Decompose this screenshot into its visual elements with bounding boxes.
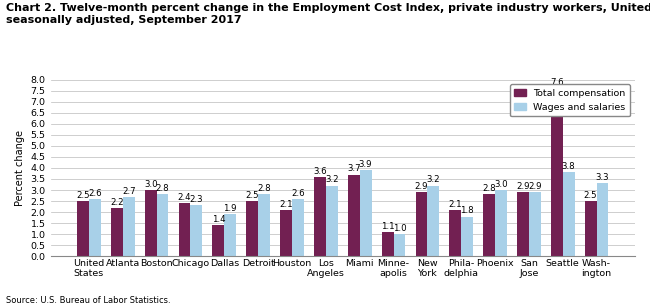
Bar bbox=[145, 190, 157, 256]
Text: 2.5: 2.5 bbox=[76, 191, 90, 200]
Bar bbox=[483, 194, 495, 256]
Text: 2.9: 2.9 bbox=[415, 182, 428, 191]
Text: 2.3: 2.3 bbox=[190, 196, 203, 204]
Bar bbox=[382, 232, 393, 256]
Text: 2.1: 2.1 bbox=[280, 200, 293, 209]
Text: 3.0: 3.0 bbox=[494, 180, 508, 189]
Legend: Total compensation, Wages and salaries: Total compensation, Wages and salaries bbox=[510, 84, 630, 117]
Text: 3.3: 3.3 bbox=[595, 173, 609, 182]
Bar bbox=[449, 210, 462, 256]
Bar bbox=[111, 208, 123, 256]
Bar bbox=[393, 234, 406, 256]
Bar bbox=[462, 217, 473, 256]
Bar bbox=[292, 199, 304, 256]
Text: 2.1: 2.1 bbox=[448, 200, 462, 209]
Text: 1.0: 1.0 bbox=[393, 224, 406, 233]
Bar bbox=[157, 194, 168, 256]
Text: 1.4: 1.4 bbox=[212, 215, 225, 224]
Text: 3.7: 3.7 bbox=[347, 164, 361, 174]
Text: 1.9: 1.9 bbox=[224, 204, 237, 213]
Text: 2.7: 2.7 bbox=[122, 187, 136, 196]
Bar bbox=[190, 206, 202, 256]
Text: 2.6: 2.6 bbox=[291, 189, 305, 198]
Bar bbox=[246, 201, 258, 256]
Bar bbox=[258, 194, 270, 256]
Text: 3.8: 3.8 bbox=[562, 162, 575, 171]
Text: 2.5: 2.5 bbox=[246, 191, 259, 200]
Text: 2.4: 2.4 bbox=[177, 193, 191, 202]
Bar bbox=[179, 203, 190, 256]
Text: 2.9: 2.9 bbox=[516, 182, 530, 191]
Text: 1.1: 1.1 bbox=[381, 222, 395, 231]
Text: 3.2: 3.2 bbox=[325, 175, 339, 185]
Text: 3.2: 3.2 bbox=[426, 175, 440, 185]
Bar bbox=[224, 214, 236, 256]
Text: 7.6: 7.6 bbox=[550, 78, 564, 87]
Text: 2.8: 2.8 bbox=[482, 184, 496, 193]
Bar bbox=[563, 172, 575, 256]
Bar bbox=[597, 183, 608, 256]
Y-axis label: Percent change: Percent change bbox=[15, 130, 25, 206]
Text: 2.5: 2.5 bbox=[584, 191, 597, 200]
Bar bbox=[123, 197, 135, 256]
Bar bbox=[77, 201, 89, 256]
Text: 1.8: 1.8 bbox=[460, 206, 474, 215]
Bar bbox=[495, 190, 507, 256]
Text: 2.9: 2.9 bbox=[528, 182, 541, 191]
Text: 3.9: 3.9 bbox=[359, 160, 372, 169]
Text: 3.6: 3.6 bbox=[313, 167, 327, 176]
Bar bbox=[428, 186, 439, 256]
Text: Source: U.S. Bureau of Labor Statistics.: Source: U.S. Bureau of Labor Statistics. bbox=[6, 296, 171, 305]
Text: 3.0: 3.0 bbox=[144, 180, 157, 189]
Bar bbox=[517, 192, 529, 256]
Text: 2.8: 2.8 bbox=[156, 184, 170, 193]
Text: 2.6: 2.6 bbox=[88, 189, 101, 198]
Bar bbox=[326, 186, 338, 256]
Bar bbox=[585, 201, 597, 256]
Text: 2.2: 2.2 bbox=[110, 198, 124, 206]
Bar bbox=[280, 210, 292, 256]
Bar bbox=[529, 192, 541, 256]
Bar bbox=[89, 199, 101, 256]
Bar bbox=[551, 88, 563, 256]
Bar bbox=[415, 192, 428, 256]
Bar bbox=[314, 177, 326, 256]
Text: 2.8: 2.8 bbox=[257, 184, 271, 193]
Bar bbox=[213, 225, 224, 256]
Text: Chart 2. Twelve-month percent change in the Employment Cost Index, private indus: Chart 2. Twelve-month percent change in … bbox=[6, 3, 650, 25]
Bar bbox=[348, 174, 359, 256]
Bar bbox=[359, 170, 372, 256]
